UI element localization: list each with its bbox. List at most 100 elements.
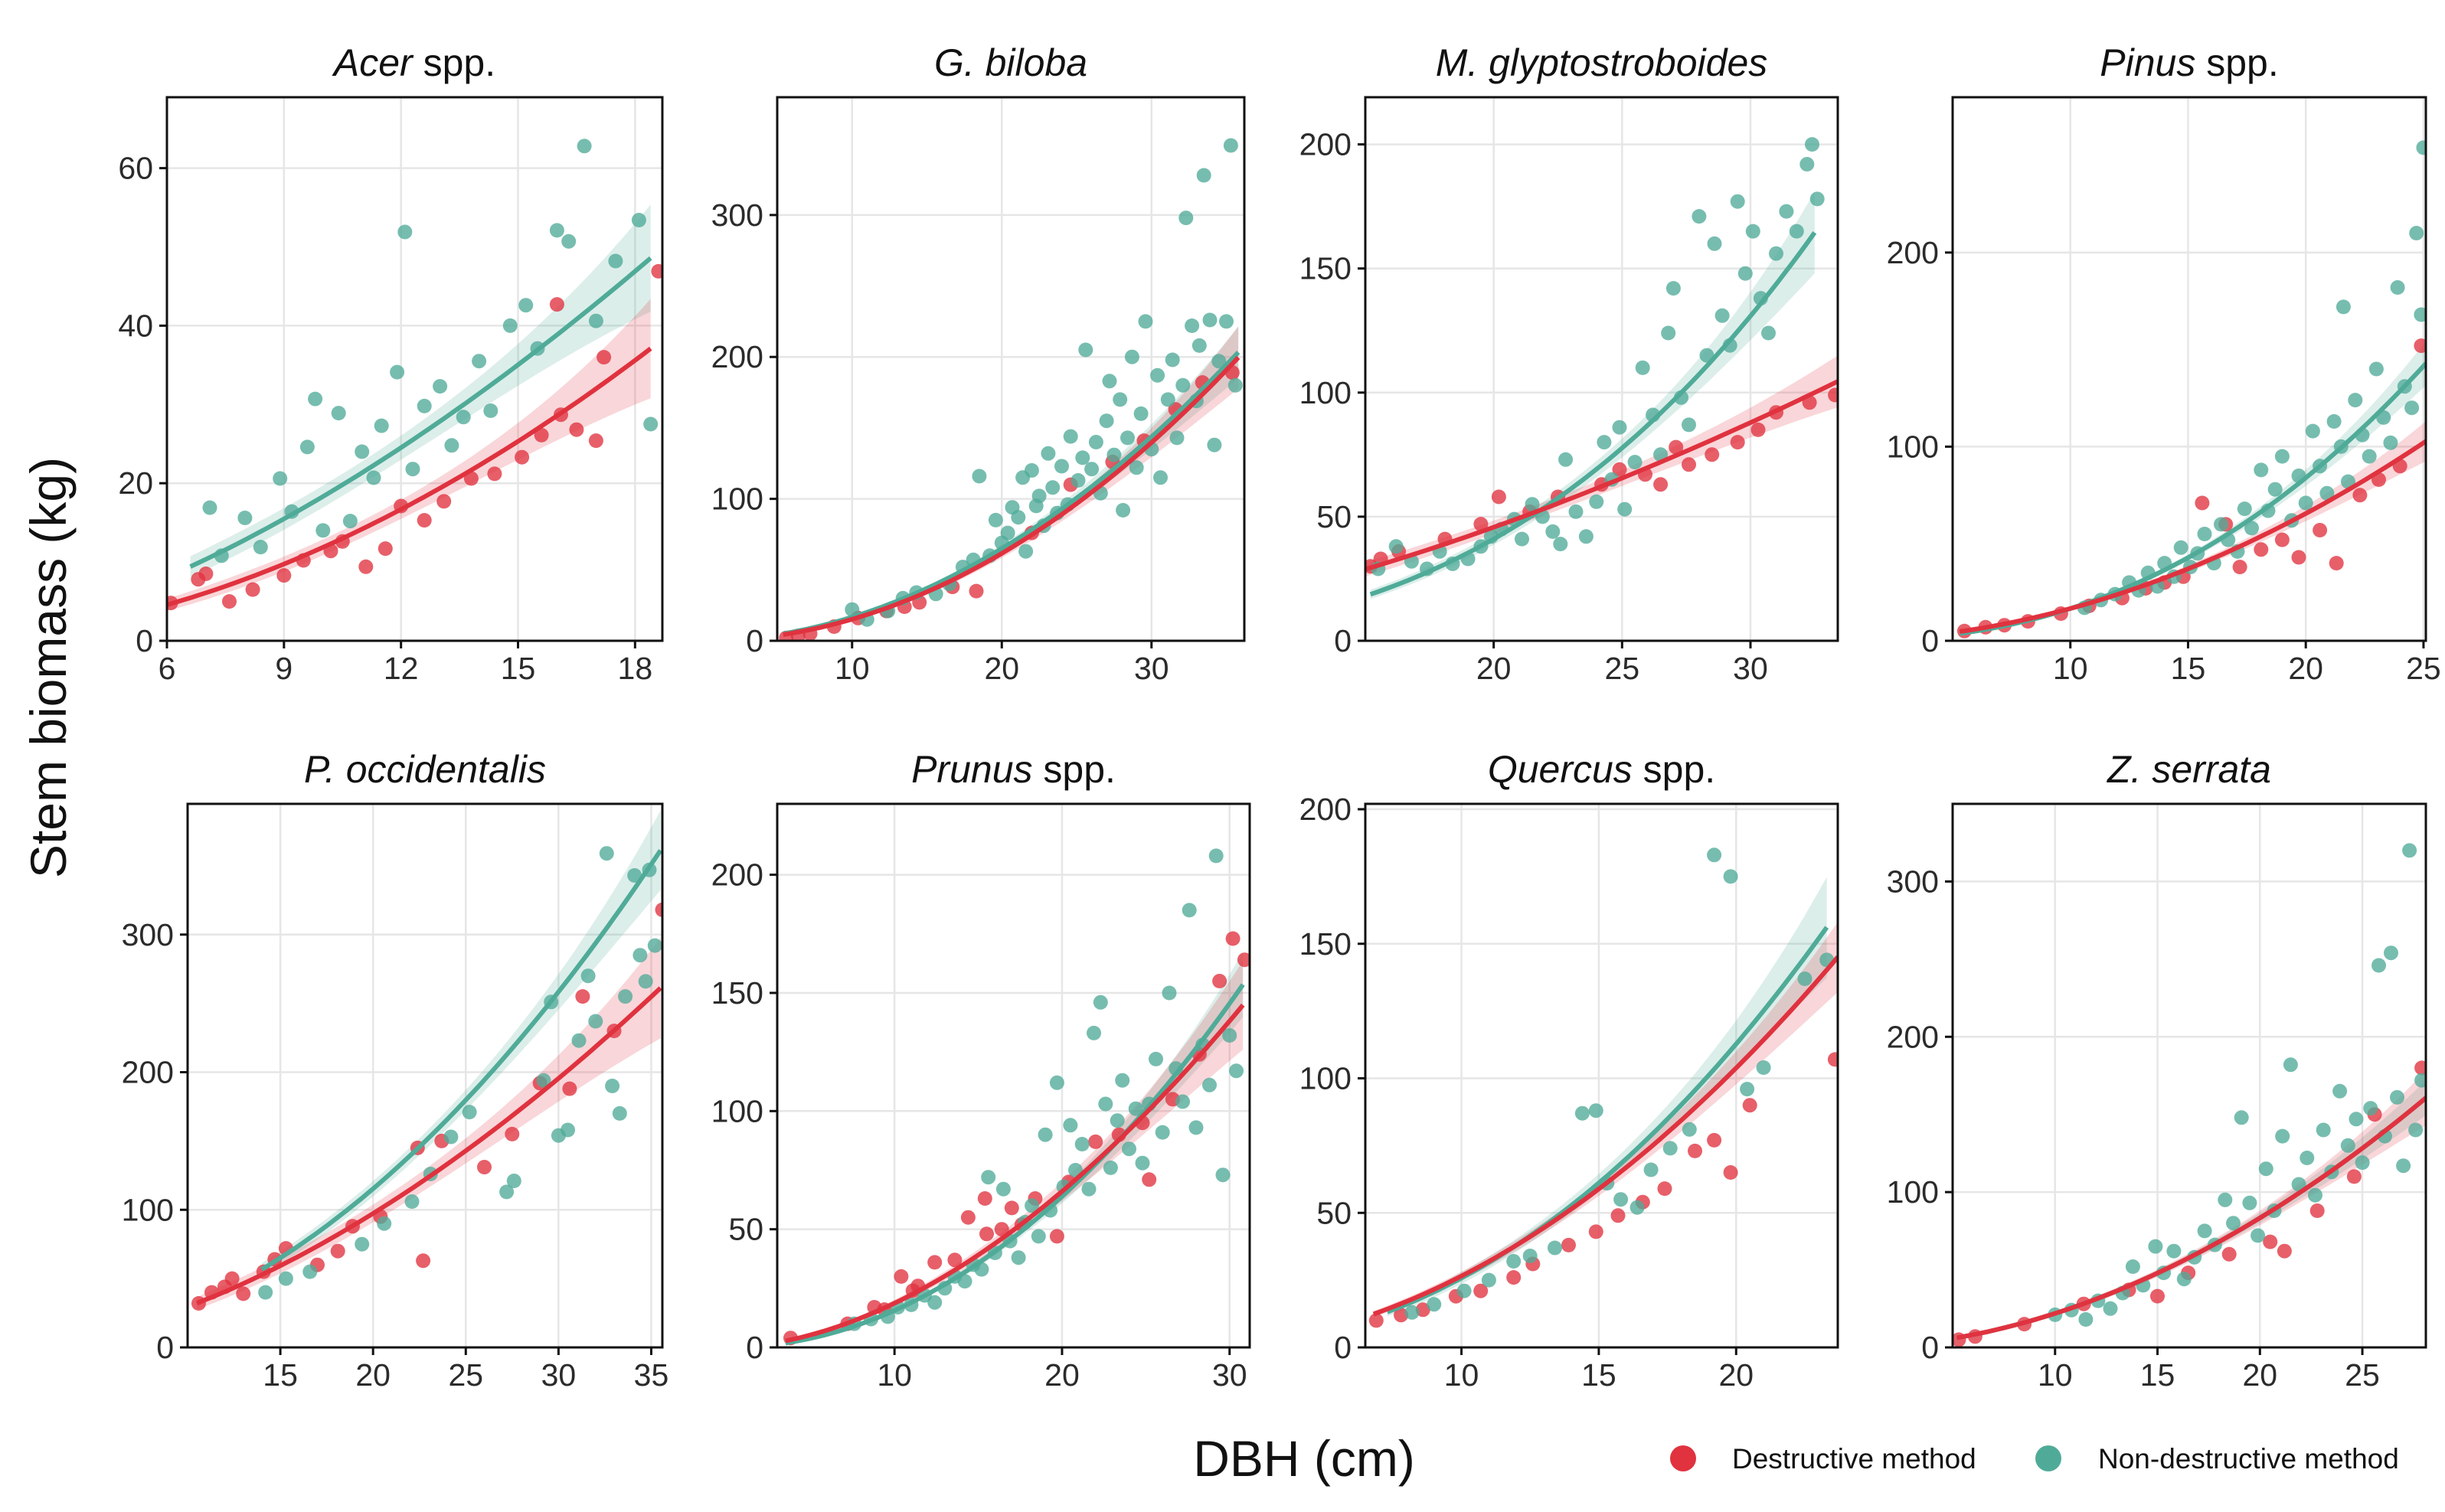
x-tick-label: 10 [835, 651, 870, 686]
non-destructive-point [1522, 1249, 1538, 1263]
non-destructive-point [1215, 1167, 1231, 1183]
non-destructive-point [957, 1274, 972, 1289]
non-destructive-point [2308, 1187, 2322, 1203]
y-tick-label: 100 [122, 1192, 174, 1227]
plot-content [1956, 140, 2426, 638]
non-destructive-point [561, 233, 577, 249]
non-destructive-point [1558, 452, 1574, 467]
non-destructive-point [2173, 540, 2188, 555]
non-destructive-point [845, 602, 860, 617]
non-destructive-point [1682, 1122, 1697, 1137]
non-destructive-point [456, 410, 471, 425]
non-destructive-point [1115, 1073, 1130, 1088]
destructive-point [1473, 1283, 1489, 1298]
non-destructive-point [253, 540, 268, 555]
non-destructive-point [1078, 342, 1093, 358]
non-destructive-point [278, 1271, 293, 1286]
destructive-point [2263, 1234, 2278, 1249]
non-destructive-point [549, 223, 564, 238]
non-destructive-point [1613, 1192, 1629, 1207]
non-destructive-point [1149, 1051, 1163, 1066]
non-destructive-point [1635, 360, 1650, 375]
non-destructive-point [1106, 447, 1122, 462]
panel-title-species: Z. serrata [2107, 748, 2271, 791]
destructive-point [1730, 435, 1745, 450]
x-tick-label: 10 [877, 1357, 912, 1393]
destructive-point [2329, 556, 2344, 571]
non-destructive-point [331, 406, 346, 421]
destructive-point [1750, 422, 1766, 437]
non-destructive-point [374, 418, 389, 433]
non-destructive-point [2368, 361, 2384, 377]
non-destructive-point [1612, 420, 1627, 435]
destructive-point [2313, 523, 2328, 537]
panel-title-species: Prunus [911, 748, 1032, 791]
non-destructive-point [299, 439, 315, 455]
destructive-point [960, 1210, 976, 1225]
non-destructive-point [632, 948, 648, 963]
non-destructive-point [608, 253, 623, 269]
non-destructive-point [643, 416, 659, 432]
destructive-point [1588, 1224, 1603, 1239]
non-destructive-point [502, 318, 518, 333]
y-tick-label: 0 [1921, 1330, 1939, 1365]
non-destructive-point [1165, 352, 1180, 367]
non-destructive-point [2416, 140, 2426, 155]
non-destructive-point [1124, 349, 1139, 364]
non-destructive-point [1031, 488, 1047, 504]
destructive-point [534, 427, 549, 442]
destructive-point [1657, 1181, 1672, 1197]
non-destructive-point [988, 512, 1003, 527]
non-destructive-point [1041, 446, 1056, 461]
destructive-point [979, 1226, 994, 1242]
destructive-fit-line [1365, 379, 1838, 572]
non-destructive-point [1135, 1155, 1150, 1171]
non-destructive-point [1088, 435, 1103, 449]
non-destructive-fit-line [785, 983, 1245, 1346]
non-destructive-point [1740, 1082, 1755, 1097]
destructive-point [1669, 439, 1684, 455]
destructive-point [222, 594, 237, 609]
non-destructive-point [2383, 435, 2398, 450]
x-tick-label: 10 [2053, 651, 2088, 686]
non-destructive-point [1805, 137, 1819, 152]
non-destructive-point [2166, 1243, 2182, 1259]
non-destructive-point [1208, 848, 1224, 864]
x-tick-label: 30 [541, 1357, 577, 1393]
x-tick-label: 15 [1581, 1357, 1616, 1393]
destructive-point [2346, 1169, 2362, 1184]
non-destructive-point [1643, 1162, 1659, 1177]
x-tick-label: 25 [1605, 651, 1640, 686]
destructive-point [1705, 447, 1720, 462]
panel-border [1951, 802, 2427, 1349]
non-destructive-point [638, 974, 653, 989]
destructive-point [515, 449, 530, 465]
y-tick-label: 50 [1316, 499, 1352, 534]
x-tick-label: 20 [355, 1357, 391, 1393]
non-destructive-point [1175, 377, 1191, 393]
non-destructive-point [405, 462, 420, 477]
y-tick-label: 200 [1887, 1019, 1939, 1054]
non-destructive-point [1191, 338, 1207, 353]
non-destructive-point [1809, 191, 1825, 207]
non-destructive-point [2362, 449, 2377, 464]
destructive-point [1491, 489, 1506, 505]
destructive-point [505, 1126, 520, 1141]
non-destructive-point [2244, 521, 2259, 536]
non-destructive-point [2197, 527, 2212, 541]
x-tick-label: 20 [1044, 1357, 1080, 1393]
non-destructive-point [1661, 325, 1676, 341]
non-destructive-point [2326, 414, 2342, 429]
destructive-point [198, 567, 214, 581]
non-destructive-point [2267, 482, 2283, 497]
non-destructive-point [1113, 392, 1128, 407]
non-destructive-point [2349, 1112, 2364, 1127]
non-destructive-point [1054, 459, 1069, 474]
non-destructive-point [2408, 1122, 2424, 1138]
panel-title-species: G. biloba [934, 41, 1087, 84]
y-tick-label: 100 [1887, 429, 1939, 464]
non-destructive-point [2396, 1158, 2411, 1174]
non-destructive-point [2258, 1161, 2273, 1177]
x-tick-label: 15 [2140, 1357, 2175, 1393]
